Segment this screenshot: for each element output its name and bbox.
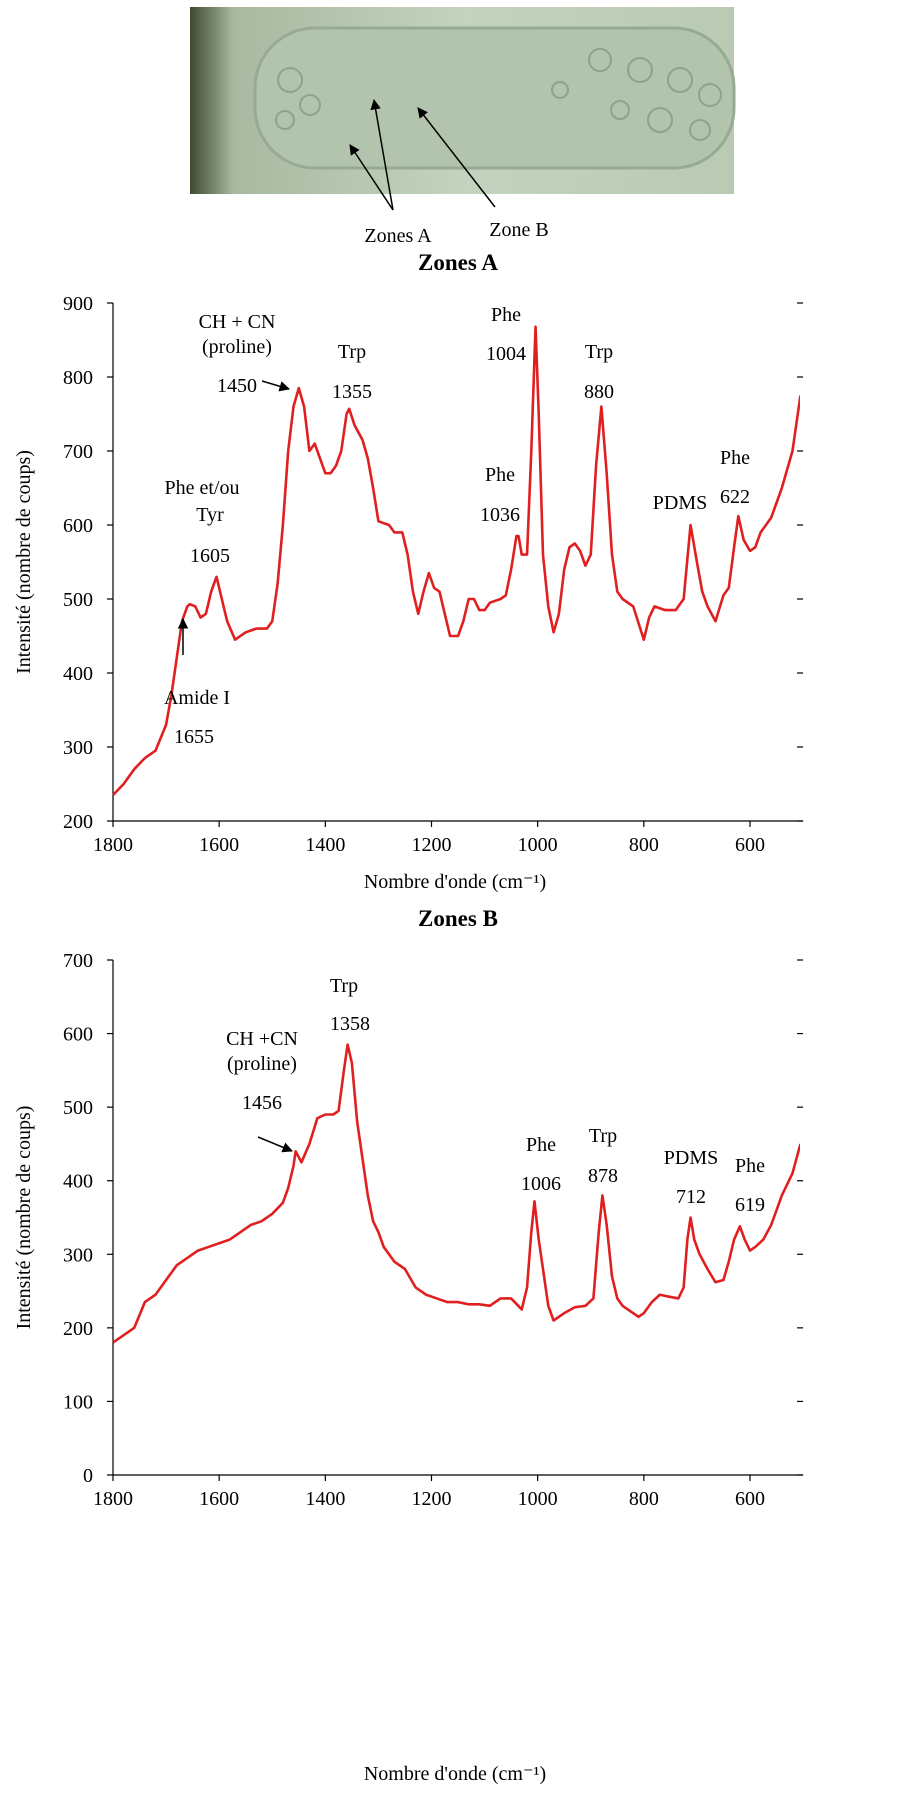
annotation: 1358 <box>330 1013 370 1035</box>
annotation: 619 <box>735 1194 765 1216</box>
spectrum-line <box>112 325 800 796</box>
x-tick-label: 800 <box>629 834 659 856</box>
x-tick-label: 1000 <box>518 1488 558 1510</box>
annotation: 622 <box>720 486 750 508</box>
arrow <box>417 107 496 208</box>
y-tick-label: 600 <box>63 1024 93 1046</box>
y-tick-label: 500 <box>63 1097 93 1119</box>
plot-area <box>112 1043 800 1344</box>
annotation: Trp <box>330 975 358 997</box>
x-tick-label: 1400 <box>305 1488 345 1510</box>
arrow <box>370 98 394 211</box>
y-tick-label: 900 <box>63 293 93 315</box>
annotation: 1456 <box>242 1092 282 1114</box>
annotation: 1004 <box>486 343 526 365</box>
photo: Zones A Zone B <box>190 7 736 247</box>
arrow <box>349 144 394 211</box>
annotation-arrow <box>261 380 291 392</box>
y-tick-label: 100 <box>63 1391 93 1413</box>
y-axis-label: Intensité (nombre de coups) <box>13 1106 35 1330</box>
x-axis-label: Nombre d'onde (cm⁻¹) <box>364 1763 546 1785</box>
photo-label: Zone B <box>489 219 548 241</box>
photo-label: Zones A <box>364 225 432 247</box>
annotation: 1450 <box>217 375 257 397</box>
x-tick-label: 600 <box>735 1488 765 1510</box>
annotation: Trp <box>589 1125 617 1147</box>
x-tick-label: 1800 <box>93 1488 133 1510</box>
cell-outline <box>253 26 736 170</box>
annotation: PDMS <box>664 1147 718 1169</box>
y-tick-label: 400 <box>63 1171 93 1193</box>
annotation: CH +CN <box>226 1028 298 1050</box>
x-tick-label: 1600 <box>199 1488 239 1510</box>
annotation: Trp <box>338 341 366 363</box>
chart-title: Zones B <box>418 906 498 931</box>
annotation: Phe <box>720 447 750 469</box>
x-tick-label: 600 <box>735 834 765 856</box>
x-tick-label: 1800 <box>93 834 133 856</box>
y-tick-label: 300 <box>63 737 93 759</box>
y-tick-label: 700 <box>63 441 93 463</box>
spectrum-line <box>112 1043 800 1344</box>
annotation: (proline) <box>202 336 272 358</box>
x-tick-label: 1600 <box>199 834 239 856</box>
x-tick-label: 1400 <box>305 834 345 856</box>
y-tick-label: 700 <box>63 950 93 972</box>
y-tick-label: 400 <box>63 663 93 685</box>
y-tick-label: 300 <box>63 1244 93 1266</box>
annotation: Amide I <box>164 687 230 709</box>
annotation: Phe <box>526 1134 556 1156</box>
annotation: 1655 <box>174 726 214 748</box>
annotation: Phe <box>485 464 515 486</box>
y-axis-label: Intensité (nombre de coups) <box>13 450 35 674</box>
x-tick-label: 1200 <box>412 1488 452 1510</box>
annotation: 1605 <box>190 545 230 567</box>
x-axis-label: Nombre d'onde (cm⁻¹) <box>364 871 546 893</box>
annotation: Tyr <box>196 504 224 526</box>
chart-title: Zones A <box>418 250 498 275</box>
annotation: 1355 <box>332 381 372 403</box>
y-tick-label: 200 <box>63 811 93 833</box>
chart: Zones B 0 100 200 300 400 500 600 700 1800 1600 140… <box>13 906 804 1785</box>
plot-area <box>112 325 800 796</box>
y-tick-label: 200 <box>63 1318 93 1340</box>
annotation: 1036 <box>480 504 520 526</box>
y-tick-label: 600 <box>63 515 93 537</box>
annotation: (proline) <box>227 1053 297 1075</box>
annotation: Phe <box>735 1155 765 1177</box>
annotation: Phe et/ou <box>165 477 240 499</box>
annotation: Phe <box>491 304 521 326</box>
annotation: 878 <box>588 1165 618 1187</box>
y-tick-label: 0 <box>83 1465 93 1487</box>
vesicles <box>275 48 722 141</box>
x-tick-label: 800 <box>629 1488 659 1510</box>
annotation: 712 <box>676 1186 706 1208</box>
y-tick-label: 500 <box>63 589 93 611</box>
annotation: CH + CN <box>199 311 276 333</box>
annotation: Trp <box>585 341 613 363</box>
x-tick-label: 1000 <box>518 834 558 856</box>
y-tick-label: 800 <box>63 367 93 389</box>
annotation: PDMS <box>653 492 707 514</box>
chart: Zones A 200 300 400 500 600 700 800 900 1800 1600 1… <box>13 250 804 893</box>
annotation: 880 <box>584 381 614 403</box>
annotation: 1006 <box>521 1173 561 1195</box>
annotation-arrow <box>257 1136 293 1153</box>
x-tick-label: 1200 <box>412 834 452 856</box>
